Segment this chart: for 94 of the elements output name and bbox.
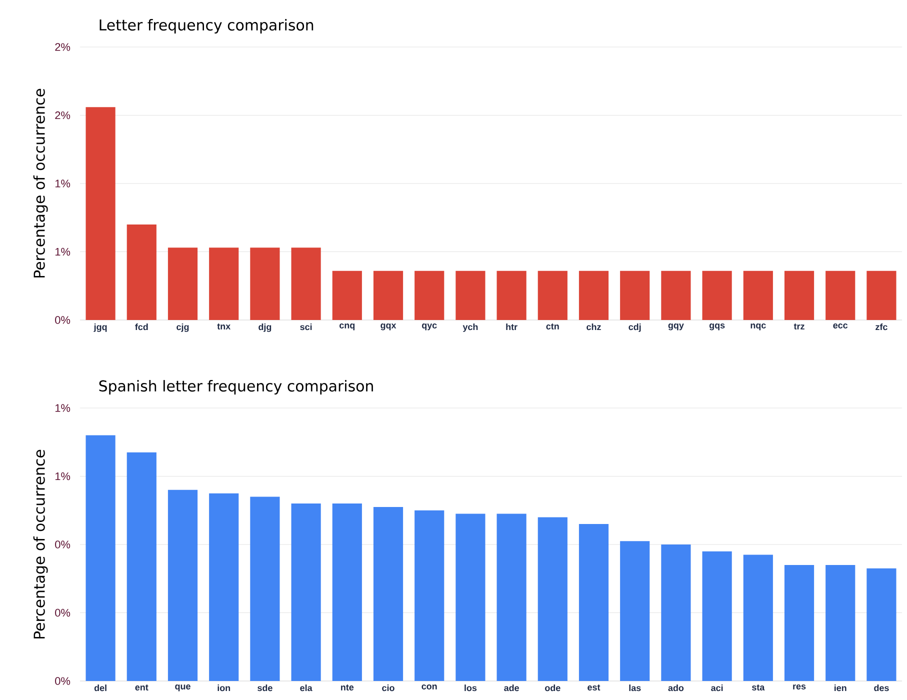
x-tick-label: ent: [135, 684, 148, 690]
x-tick-label: del: [94, 684, 106, 692]
bar: [291, 504, 321, 682]
y-tick-label: 1%: [55, 404, 70, 412]
y-tick-label: 0%: [55, 608, 70, 617]
x-tick-label: ych: [462, 324, 478, 332]
bar: [126, 224, 156, 320]
y-tick-label: 0%: [55, 316, 70, 324]
x-tick-label: cdj: [628, 324, 641, 332]
x-tick-label: res: [793, 684, 806, 690]
x-tick-label: des: [874, 684, 889, 692]
x-tick-label: tnx: [217, 324, 231, 330]
bar: [826, 564, 856, 682]
x-tick-label: las: [629, 684, 641, 692]
chart-title: Spanish letter frequency comparison: [99, 380, 373, 395]
bar: [578, 270, 609, 320]
bar: [291, 248, 321, 320]
x-tick-label: chz: [586, 324, 601, 330]
bar: [743, 270, 773, 320]
x-tick-label: ado: [668, 684, 684, 692]
bar: [661, 544, 691, 682]
x-tick-label: est: [588, 684, 600, 690]
bar: [373, 506, 404, 682]
bar: [826, 270, 856, 320]
bar: [661, 270, 691, 320]
bar: [86, 435, 116, 682]
bar: [126, 452, 156, 682]
x-tick-label: con: [422, 684, 437, 690]
bar: [496, 270, 526, 320]
x-tick-label: que: [175, 684, 190, 692]
bar: [332, 270, 362, 320]
bar: [168, 490, 198, 682]
bar: [702, 551, 732, 682]
x-tick-label: cnq: [340, 324, 355, 330]
x-tick-label: htr: [506, 324, 518, 330]
bar: [496, 514, 526, 682]
x-tick-label: ade: [504, 684, 519, 692]
bar: [784, 270, 814, 320]
bar: [456, 514, 486, 682]
bar: [743, 554, 773, 682]
bar: [620, 270, 650, 320]
x-tick-label: ecc: [833, 324, 848, 328]
x-tick-label: gqs: [709, 324, 725, 330]
bar: [250, 248, 280, 320]
x-tick-label: trz: [794, 324, 804, 330]
x-tick-label: sci: [300, 324, 312, 330]
bar: [784, 564, 814, 682]
x-tick-label: fcd: [135, 324, 148, 330]
bar: [209, 248, 239, 320]
x-tick-label: nte: [341, 684, 354, 690]
bar: [86, 107, 116, 320]
x-tick-label: cjg: [176, 324, 189, 332]
y-tick-label: 2%: [55, 43, 70, 51]
x-tick-label: nqc: [750, 324, 766, 330]
y-tick-label: 0%: [55, 677, 70, 685]
bar: [620, 541, 650, 682]
bar: [373, 270, 404, 320]
x-tick-label: cio: [382, 684, 394, 692]
bar: [250, 496, 280, 682]
x-tick-label: aci: [711, 684, 723, 692]
bar: [209, 493, 239, 682]
x-tick-label: jgq: [94, 324, 107, 332]
y-axis-title: Percentage of occurrence: [33, 88, 48, 278]
x-tick-label: zfc: [876, 324, 888, 330]
bar: [538, 270, 568, 320]
x-tick-label: gqy: [668, 324, 684, 330]
y-tick-label: 1%: [55, 248, 70, 256]
bar: [332, 504, 362, 682]
y-tick-label: 0%: [55, 540, 70, 548]
x-tick-label: sde: [258, 684, 272, 692]
chart-title: Letter frequency comparison: [100, 19, 314, 34]
x-tick-label: ctn: [546, 324, 559, 330]
x-tick-label: gqx: [380, 324, 396, 330]
bar: [538, 517, 568, 682]
y-axis-title: Percentage of occurrence: [33, 450, 48, 638]
x-tick-label: sta: [752, 684, 765, 690]
y-tick-label: 1%: [55, 472, 70, 480]
bar: [168, 248, 198, 320]
bar: [866, 568, 896, 682]
y-tick-label: 1%: [55, 180, 70, 188]
x-tick-label: ien: [834, 684, 846, 692]
bar: [578, 524, 609, 682]
y-tick-label: 2%: [55, 111, 70, 120]
x-tick-label: ode: [545, 684, 560, 692]
x-tick-label: qyc: [422, 324, 437, 330]
bar: [702, 270, 732, 320]
bar: [414, 510, 444, 682]
x-tick-label: djg: [258, 324, 272, 332]
x-tick-label: ion: [218, 684, 230, 692]
bar: [456, 270, 486, 320]
x-tick-label: los: [464, 684, 477, 692]
bar: [866, 270, 896, 320]
x-tick-label: ela: [300, 684, 312, 692]
bar: [414, 270, 444, 320]
